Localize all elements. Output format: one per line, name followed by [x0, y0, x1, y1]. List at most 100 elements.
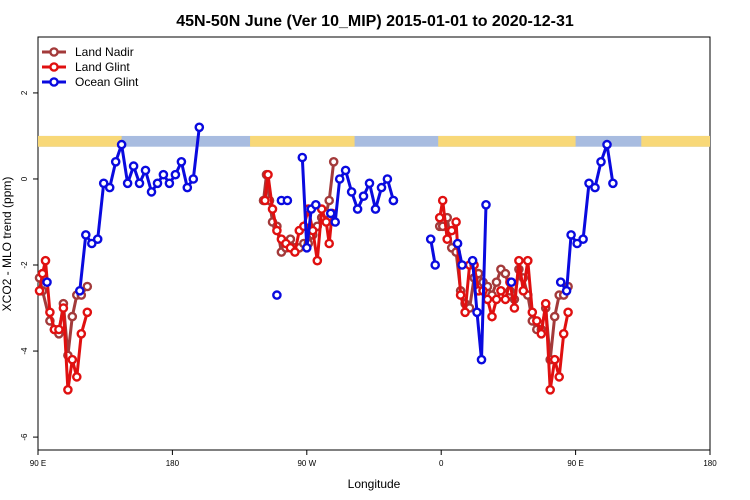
series-2-point-17 — [176, 156, 187, 167]
series-0-point-7 — [67, 311, 78, 322]
legend-label-0: Land Nadir — [75, 45, 134, 59]
series-2-point-6 — [110, 156, 121, 167]
series-2-point-19 — [188, 174, 199, 184]
series-1-point-46 — [500, 294, 511, 305]
plot-frame — [37, 36, 711, 451]
y-axis-ticks: -6 -4 -2 0 2 — [20, 90, 38, 441]
x-tick-label-0: 90 E — [30, 459, 46, 468]
series-1-point-52 — [527, 307, 538, 318]
series-2-point-43 — [602, 139, 612, 150]
series-2-point-18 — [182, 182, 193, 193]
series-2-point-11 — [140, 165, 151, 176]
series-2-point-38 — [572, 238, 582, 249]
series-1-point-27 — [321, 217, 332, 227]
legend-swatch-marker-0 — [49, 47, 59, 57]
x-axis-ticks: 90 E 180 90 W 0 90 E 180 — [30, 450, 717, 468]
series-1-point-57 — [549, 354, 560, 365]
series-3-point-1 — [301, 242, 312, 253]
x-tick-label-3: 0 — [439, 459, 444, 468]
land-strip-segment-1 — [250, 135, 355, 147]
x-tick-label-1: 180 — [166, 459, 180, 468]
series-2-point-4 — [98, 178, 109, 189]
series-3-point-12 — [472, 307, 482, 318]
series-0-point-28 — [324, 195, 335, 206]
series-2-point-26 — [346, 187, 357, 197]
ocean-strip — [38, 135, 710, 147]
series-1-point-0 — [34, 285, 45, 296]
series-2-line-2 — [559, 144, 615, 296]
y-tick-label-4: 2 — [20, 90, 29, 95]
legend-label-1: Land Glint — [75, 60, 130, 74]
series-2-point-12 — [146, 187, 157, 197]
series-2-point-16 — [170, 169, 181, 180]
series-2-point-37 — [566, 230, 576, 240]
series-4-point-5 — [272, 290, 282, 300]
series-1-point-34 — [446, 225, 457, 236]
series-2-point-30 — [370, 204, 381, 214]
series-2-point-7 — [116, 139, 127, 150]
series-2-point-13 — [152, 178, 163, 189]
y-axis-label: XCO2 - MLO trend (ppm) — [0, 177, 14, 312]
series-2-point-2 — [87, 238, 97, 249]
series-3-point-0 — [297, 152, 308, 163]
series-1-point-59 — [558, 328, 569, 339]
legend-swatch-marker-1 — [49, 62, 59, 72]
series-1-point-2 — [40, 255, 51, 266]
series-1-point-16 — [272, 225, 282, 236]
series-2-point-15 — [164, 178, 175, 189]
series-2 — [75, 122, 618, 296]
series-2-point-28 — [358, 191, 369, 201]
series-1-point-20 — [290, 247, 300, 257]
series-2-point-23 — [330, 217, 341, 227]
series-3-point-9 — [457, 260, 467, 270]
series-2-point-35 — [555, 277, 566, 288]
series-1-point-13 — [260, 195, 270, 206]
series-1-point-5 — [54, 324, 64, 335]
series-2-point-10 — [134, 178, 145, 189]
series-2-point-3 — [92, 234, 103, 244]
series-1-point-33 — [442, 234, 453, 244]
series-2-point-1 — [81, 230, 91, 240]
series-1-point-6 — [58, 303, 69, 313]
y-tick-label-1: -4 — [20, 347, 29, 355]
series-2-point-22 — [325, 208, 336, 219]
series-1-point-32 — [437, 195, 448, 206]
series-1-point-31 — [434, 212, 445, 223]
series-2-point-24 — [334, 174, 345, 184]
y-tick-label-0: -6 — [20, 433, 29, 441]
series-2-point-8 — [122, 178, 133, 189]
y-tick-label-2: -2 — [20, 261, 29, 269]
series-3-point-8 — [452, 238, 463, 249]
series-1-point-7 — [63, 384, 73, 395]
land-strip-segment-3 — [641, 135, 710, 147]
series-2-point-42 — [596, 156, 606, 167]
series-2-point-41 — [590, 182, 600, 193]
series-1-point-3 — [45, 307, 55, 318]
series-3-point-5 — [425, 234, 436, 244]
series-1-point-28 — [324, 238, 335, 249]
series-2-point-25 — [340, 165, 351, 176]
series-2-line-0 — [78, 127, 201, 291]
land-strip-segment-2 — [438, 135, 576, 147]
series-1-point-51 — [523, 255, 533, 266]
series-1-point-55 — [540, 298, 551, 309]
series-1-point-58 — [554, 372, 565, 382]
series-1-point-25 — [312, 255, 323, 266]
series-2-point-0 — [75, 285, 85, 296]
series-1-point-15 — [267, 204, 278, 214]
series-3 — [297, 152, 517, 365]
series-1-point-9 — [72, 372, 82, 382]
x-axis-label: Longitude — [348, 477, 401, 491]
series-2-point-40 — [584, 178, 594, 189]
series-0-point-46 — [500, 268, 511, 279]
legend-item-1: Land Glint — [42, 60, 130, 74]
series-0-point-57 — [549, 311, 560, 322]
series-4-point-0 — [42, 277, 52, 288]
series-1-point-35 — [451, 217, 461, 227]
series-3-point-16 — [506, 277, 517, 288]
x-tick-label-4: 90 E — [567, 459, 583, 468]
series-1-point-56 — [545, 384, 556, 395]
